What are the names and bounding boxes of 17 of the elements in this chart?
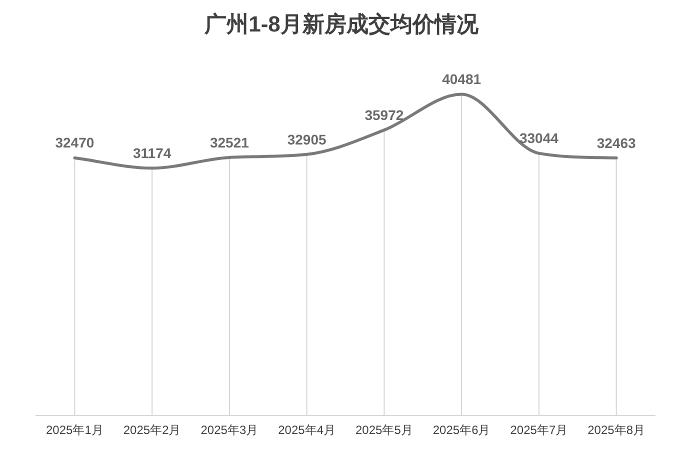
data-label: 33044	[519, 130, 559, 146]
x-tick-label: 2025年2月	[123, 423, 181, 438]
x-tick-label: 2025年3月	[200, 423, 258, 438]
data-label: 35972	[364, 106, 404, 123]
x-tick-label: 2025年6月	[432, 423, 490, 438]
x-tick-label: 2025年8月	[588, 423, 645, 438]
data-label: 40481	[442, 71, 482, 88]
data-label: 32521	[210, 134, 250, 150]
chart-title: 广州1-8月新房成交均价情况	[204, 11, 480, 36]
x-tick-label: 2025年1月	[46, 423, 104, 438]
x-tick-label: 2025年5月	[356, 423, 413, 438]
data-label: 32470	[55, 134, 94, 151]
x-tick-label: 2025年7月	[510, 423, 568, 438]
data-label: 32905	[287, 131, 326, 148]
x-tick-label: 2025年4月	[278, 423, 336, 438]
data-label: 31174	[132, 145, 172, 162]
data-label: 32463	[596, 134, 636, 151]
